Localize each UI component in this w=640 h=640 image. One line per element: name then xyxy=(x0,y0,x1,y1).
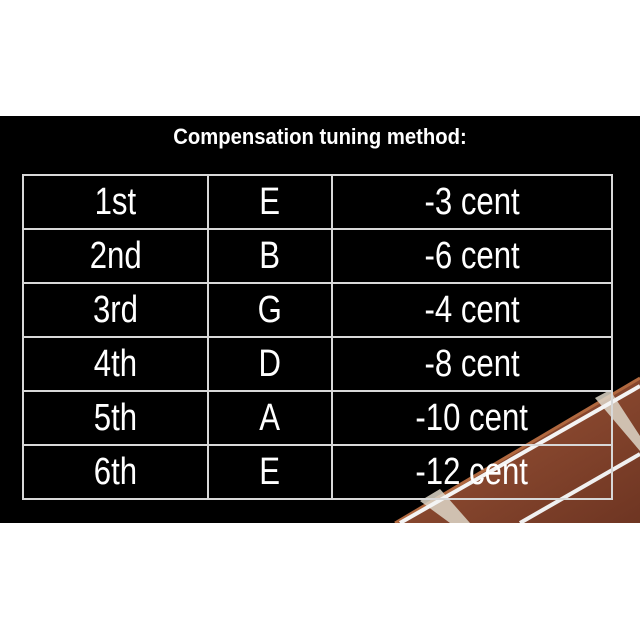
table-row: 5th A -10 cent xyxy=(22,390,613,446)
table-row: 6th E -12 cent xyxy=(22,444,613,500)
note-cell: D xyxy=(207,336,333,392)
offset-cell-text: -4 cent xyxy=(424,288,520,331)
string-cell: 2nd xyxy=(22,228,209,284)
offset-cell: -12 cent xyxy=(331,444,613,500)
offset-cell-text: -12 cent xyxy=(415,450,529,493)
note-cell-text: A xyxy=(259,396,281,439)
table-row: 4th D -8 cent xyxy=(22,336,613,392)
offset-cell: -10 cent xyxy=(331,390,613,446)
note-cell-text: G xyxy=(257,288,283,331)
offset-cell-text: -3 cent xyxy=(424,180,520,223)
tuning-panel: Compensation tuning method: 1st E -3 cent 2… xyxy=(0,116,640,523)
string-cell: 1st xyxy=(22,174,209,230)
note-cell-text: B xyxy=(259,234,281,277)
string-cell: 6th xyxy=(22,444,209,500)
string-cell-text: 4th xyxy=(93,342,138,385)
note-cell: A xyxy=(207,390,333,446)
offset-cell-text: -6 cent xyxy=(424,234,520,277)
table-row: 1st E -3 cent xyxy=(22,174,613,230)
offset-cell: -6 cent xyxy=(331,228,613,284)
note-cell: B xyxy=(207,228,333,284)
note-cell-text: D xyxy=(258,342,282,385)
offset-cell: -8 cent xyxy=(331,336,613,392)
string-cell-text: 3rd xyxy=(92,288,139,331)
offset-cell: -4 cent xyxy=(331,282,613,338)
string-cell: 4th xyxy=(22,336,209,392)
page-title: Compensation tuning method: xyxy=(173,124,467,149)
offset-cell: -3 cent xyxy=(331,174,613,230)
note-cell: E xyxy=(207,174,333,230)
note-cell: G xyxy=(207,282,333,338)
string-cell-text: 5th xyxy=(93,396,138,439)
table-row: 2nd B -6 cent xyxy=(22,228,613,284)
offset-cell-text: -10 cent xyxy=(415,396,529,439)
string-cell-text: 1st xyxy=(94,180,137,223)
string-cell-text: 6th xyxy=(93,450,138,493)
string-cell: 5th xyxy=(22,390,209,446)
note-cell-text: E xyxy=(259,180,281,223)
string-cell-text: 2nd xyxy=(89,234,142,277)
tuning-table: 1st E -3 cent 2nd B -6 cent 3rd G -4 cent 4th D -8 … xyxy=(22,174,613,500)
string-cell: 3rd xyxy=(22,282,209,338)
note-cell-text: E xyxy=(259,450,281,493)
offset-cell-text: -8 cent xyxy=(424,342,520,385)
table-row: 3rd G -4 cent xyxy=(22,282,613,338)
note-cell: E xyxy=(207,444,333,500)
